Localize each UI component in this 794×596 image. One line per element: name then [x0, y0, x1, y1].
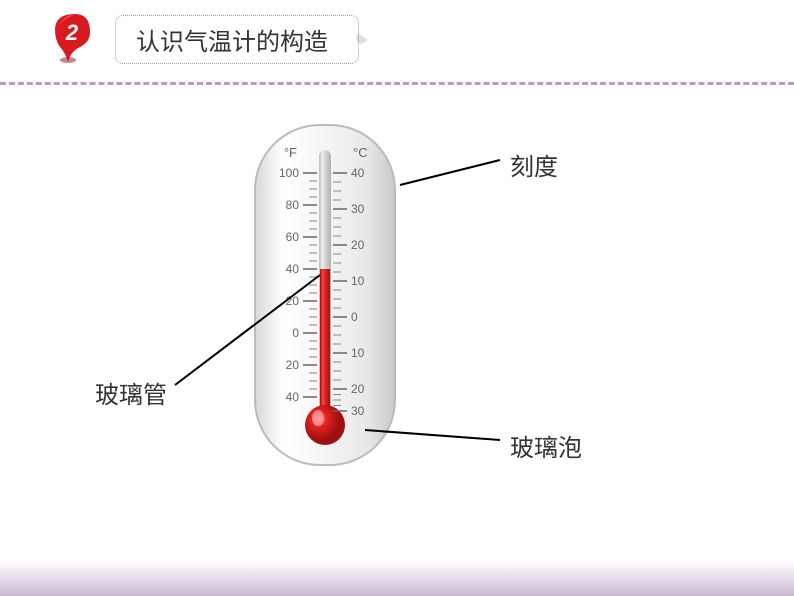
svg-text:20: 20	[351, 382, 365, 396]
svg-text:°F: °F	[284, 145, 297, 160]
svg-text:30: 30	[351, 404, 365, 418]
svg-text:0: 0	[351, 310, 358, 324]
svg-text:10: 10	[351, 346, 365, 360]
section-number-badge: 2	[50, 12, 100, 72]
page-title: 认识气温计的构造	[136, 29, 328, 56]
label-tube: 玻璃管	[95, 375, 167, 410]
svg-text:2: 2	[65, 20, 79, 45]
svg-text:10: 10	[351, 274, 365, 288]
svg-text:100: 100	[279, 166, 299, 180]
svg-text:20: 20	[351, 238, 365, 252]
label-scale: 刻度	[510, 147, 558, 182]
diagram-area: °F °C 1008060402002040 403020100102030 刻…	[0, 85, 794, 565]
svg-text:30: 30	[351, 202, 365, 216]
thermometer: °F °C 1008060402002040 403020100102030	[245, 115, 405, 475]
annotation-line-scale	[400, 160, 500, 185]
svg-text:40: 40	[286, 262, 300, 276]
svg-text:0: 0	[292, 326, 299, 340]
svg-text:20: 20	[286, 358, 300, 372]
title-box: 认识气温计的构造	[115, 15, 359, 64]
svg-text:60: 60	[286, 230, 300, 244]
bottom-gradient	[0, 561, 794, 596]
svg-text:40: 40	[351, 166, 365, 180]
svg-text:°C: °C	[353, 145, 368, 160]
svg-text:80: 80	[286, 198, 300, 212]
svg-text:20: 20	[286, 294, 300, 308]
svg-text:40: 40	[286, 390, 300, 404]
label-bulb: 玻璃泡	[510, 428, 582, 463]
